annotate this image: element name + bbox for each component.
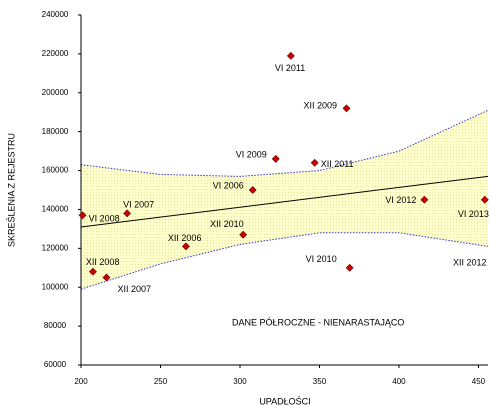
y-tick-label: 180000 <box>42 127 69 136</box>
point-label: VI 2010 <box>306 254 337 264</box>
point-label: VI 2007 <box>123 200 154 210</box>
y-tick-label: 60000 <box>44 360 67 369</box>
point-label: VI 2013 <box>458 209 489 219</box>
x-axis-title: UPADŁOŚCI <box>259 395 310 405</box>
confidence-band-fill <box>81 110 488 290</box>
point <box>286 51 295 60</box>
point <box>182 242 190 251</box>
y-tick-label: 120000 <box>42 243 69 252</box>
point-label: VI 2006 <box>213 180 244 190</box>
point <box>248 186 257 194</box>
point <box>480 195 489 204</box>
x-tick-label: 250 <box>154 377 168 386</box>
x-tick-label: 200 <box>74 377 88 386</box>
point-label: XII 2011 <box>321 159 354 169</box>
x-tick-label: 400 <box>392 377 406 386</box>
point <box>88 267 97 276</box>
y-tick-label: 160000 <box>42 166 69 175</box>
x-tick-label: 300 <box>233 377 247 386</box>
point <box>310 158 319 167</box>
point <box>123 209 132 218</box>
y-axis-title: SKREŚLENIA Z REJESTRU <box>5 133 16 247</box>
y-tick-label: 240000 <box>42 10 69 19</box>
point-label: XII 2010 <box>210 219 244 229</box>
point <box>271 154 280 163</box>
point-label: VI 2011 <box>275 63 305 73</box>
point <box>78 211 87 220</box>
y-tick-label: 80000 <box>44 321 67 330</box>
point-label: VI 2009 <box>236 149 267 159</box>
point-label: VI 2012 <box>385 195 416 205</box>
point <box>420 195 429 204</box>
y-tick-label: 140000 <box>42 205 69 214</box>
x-tick-label: 350 <box>313 377 327 386</box>
y-tick-label: 200000 <box>42 88 69 97</box>
point-label: XII 2008 <box>86 257 120 267</box>
annotation: XII 2012 <box>453 257 487 267</box>
point <box>342 104 351 113</box>
point <box>102 273 111 282</box>
y-tick-label: 220000 <box>42 49 69 58</box>
x-tick-label: 450 <box>472 377 486 386</box>
point-label: XII 2006 <box>168 233 202 243</box>
point <box>239 230 248 239</box>
point-label: XII 2009 <box>304 101 338 111</box>
point <box>345 263 354 272</box>
y-tick-label: 100000 <box>42 282 69 291</box>
trend-line <box>80 175 489 228</box>
annotation: DANE PÓŁROCZNE - NIENARASTAJĄCO <box>232 317 404 327</box>
point-label: VI 2008 <box>89 214 120 224</box>
confidence-band-lower <box>80 232 489 290</box>
point-label: XII 2007 <box>117 284 151 294</box>
confidence-band-upper <box>80 109 489 177</box>
